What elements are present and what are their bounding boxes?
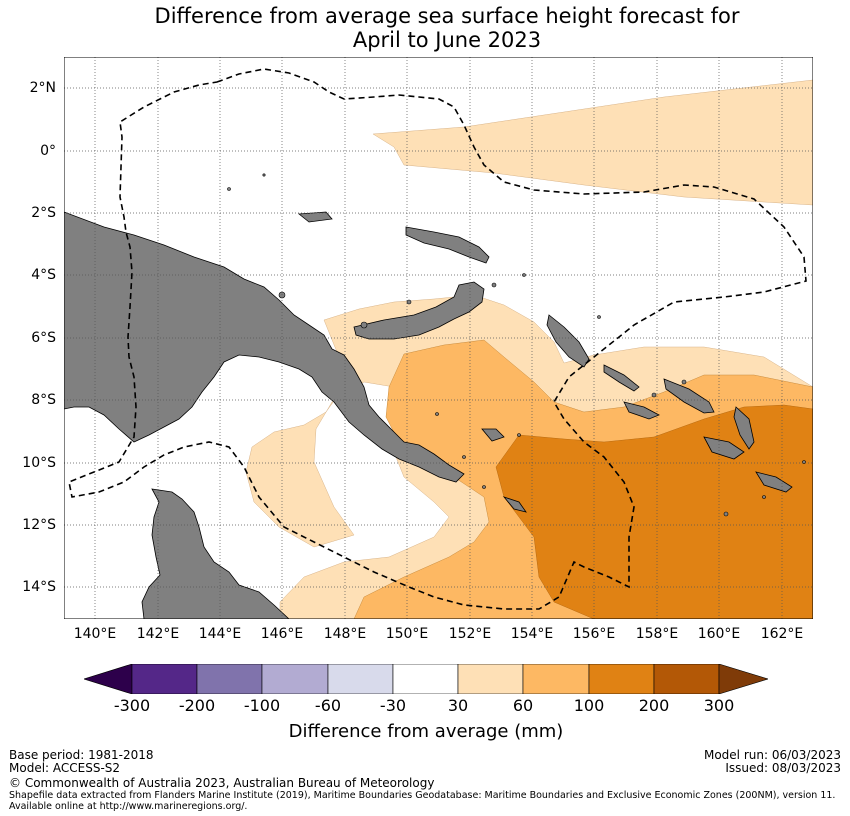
land-dentrecasteaux (481, 428, 505, 442)
lat-label-8s: 8°S (31, 392, 56, 408)
colorbar-extend-high (718, 664, 768, 694)
colorbar-extend-low (84, 664, 133, 694)
lat-label-14s: 14°S (22, 579, 56, 595)
lat-label-12s: 12°S (22, 517, 56, 533)
lon-label-158e: 158°E (635, 626, 679, 642)
anomaly-region-north-30-60 (372, 79, 813, 206)
lon-label-146e: 146°E (260, 626, 304, 642)
lat-label-2s: 2°S (31, 205, 56, 221)
land-bougainville (546, 314, 590, 368)
lon-label-156e: 156°E (572, 626, 616, 642)
colorbar-tick-300: 300 (703, 696, 735, 715)
lon-label-148e: 148°E (323, 626, 367, 642)
land-cape-york (141, 488, 290, 619)
lat-label-0: 0° (40, 143, 56, 159)
colorbar-tick-100: 100 (573, 696, 605, 715)
lon-label-142e: 142°E (136, 626, 180, 642)
land-new-georgia (623, 401, 660, 420)
lat-label-2n: 2°N (29, 80, 56, 96)
land-santa-isabel (663, 378, 715, 414)
land-new-guinea (64, 211, 465, 483)
colorbar-bin-200-300 (653, 664, 720, 694)
land-makira (755, 471, 793, 493)
colorbar-bin-neg-200-100 (196, 664, 263, 694)
colorbar-tick-neg300: -300 (113, 696, 151, 715)
colorbar-bin-neg-300-200 (131, 664, 198, 694)
colorbar-bin-30-60 (457, 664, 524, 694)
lat-label-6s: 6°S (31, 330, 56, 346)
footer-base-period: Base period: 1981-2018 (9, 748, 154, 762)
colorbar-tick-200: 200 (638, 696, 670, 715)
colorbar-tick-neg100: -100 (243, 696, 281, 715)
land-guadalcanal (703, 436, 745, 460)
lon-label-152e: 152°E (448, 626, 492, 642)
colorbar-bin-neutral (392, 664, 459, 694)
colorbar-bin-100-200 (588, 664, 655, 694)
footer-source-line2: Available online at http://www.marinereg… (9, 801, 248, 812)
colorbar (84, 664, 768, 694)
small-islands (227, 173, 806, 517)
footer-copyright: © Commonwealth of Australia 2023, Austra… (9, 776, 435, 790)
colorbar-tick-neg200: -200 (178, 696, 216, 715)
lon-label-162e: 162°E (760, 626, 804, 642)
lon-label-140e: 140°E (73, 626, 117, 642)
colorbar-tick-neg30: -30 (379, 696, 407, 715)
land-choiseul (603, 364, 640, 392)
colorbar-bin-neg-60-30 (327, 664, 394, 694)
colorbar-title: Difference from average (mm) (288, 721, 564, 742)
colorbar-tick-30: 30 (447, 696, 469, 715)
footer-model: Model: ACCESS-S2 (9, 761, 121, 775)
land-rossel (502, 496, 527, 513)
land-new-britain (353, 281, 485, 340)
map-title-line1: Difference from average sea surface heig… (154, 4, 740, 28)
map-title-line2: April to June 2023 (352, 28, 542, 52)
lat-label-4s: 4°S (31, 267, 56, 283)
lon-label-144e: 144°E (198, 626, 242, 642)
colorbar-bin-60-100 (522, 664, 590, 694)
lat-label-10s: 10°S (22, 455, 56, 471)
colorbar-tick-neg60: -60 (314, 696, 342, 715)
map-panel (64, 57, 813, 619)
lon-label-150e: 150°E (385, 626, 429, 642)
lon-label-160e: 160°E (697, 626, 741, 642)
footer-issued: Issued: 08/03/2023 (725, 761, 841, 775)
colorbar-tick-60: 60 (512, 696, 534, 715)
graticule (64, 57, 813, 619)
land-new-ireland (405, 226, 490, 264)
eez-boundary (68, 68, 807, 610)
lon-label-154e: 154°E (510, 626, 554, 642)
footer-source-line1: Shapefile data extracted from Flanders M… (9, 790, 836, 801)
colorbar-bin-neg-100-60 (261, 664, 329, 694)
footer-model-run: Model run: 06/03/2023 (703, 748, 841, 762)
land-malaita (733, 406, 755, 450)
